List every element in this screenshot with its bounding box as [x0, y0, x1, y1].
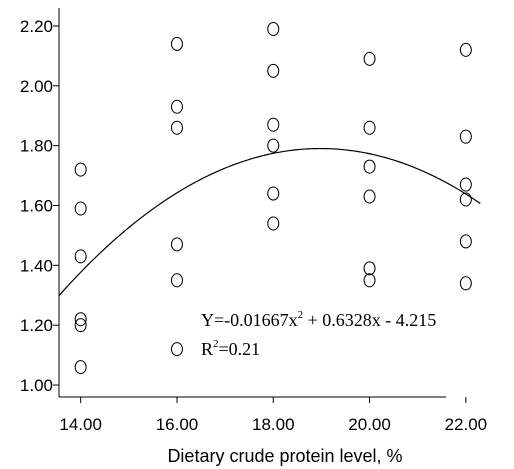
data-point	[459, 42, 472, 57]
data-point	[74, 318, 87, 333]
x-tick-label: 14.00	[59, 415, 102, 434]
x-tick-label: 18.00	[252, 415, 295, 434]
data-point	[74, 201, 87, 216]
regression-equation: Y=-0.01667x2 + 0.6328x - 4.215	[201, 309, 436, 330]
data-point	[267, 63, 280, 78]
data-point	[459, 177, 472, 192]
data-point	[459, 192, 472, 207]
data-point	[267, 21, 280, 36]
x-axis-title: Dietary crude protein level, %	[167, 446, 402, 466]
y-tick-label: 2.00	[20, 77, 53, 96]
data-point	[459, 234, 472, 249]
x-tick-label: 16.00	[156, 415, 199, 434]
y-tick-label: 1.00	[20, 376, 53, 395]
data-point	[267, 138, 280, 153]
data-point	[170, 99, 183, 114]
data-point	[267, 186, 280, 201]
data-point	[74, 162, 87, 177]
data-point	[459, 129, 472, 144]
y-tick-label: 2.20	[20, 17, 53, 36]
data-point	[363, 273, 376, 288]
data-point	[363, 261, 376, 276]
data-point	[363, 159, 376, 174]
data-point	[170, 237, 183, 252]
data-point	[170, 273, 183, 288]
x-tick-label: 20.00	[348, 415, 391, 434]
y-tick-label: 1.20	[20, 316, 53, 335]
data-point	[170, 342, 183, 357]
y-tick-label: 1.60	[20, 196, 53, 215]
data-point	[74, 249, 87, 264]
data-point	[363, 189, 376, 204]
data-point	[267, 117, 280, 132]
data-point	[363, 51, 376, 66]
data-point	[74, 312, 87, 327]
data-point	[74, 360, 87, 375]
x-tick-label: 22.00	[445, 415, 488, 434]
data-point	[170, 36, 183, 51]
data-point	[267, 216, 280, 231]
y-tick-label: 1.40	[20, 256, 53, 275]
data-point	[363, 120, 376, 135]
data-point	[459, 276, 472, 291]
y-tick-label: 1.80	[20, 137, 53, 156]
r-squared-label: R2=0.21	[201, 338, 260, 359]
data-point	[170, 120, 183, 135]
regression-curve	[58, 147, 481, 297]
